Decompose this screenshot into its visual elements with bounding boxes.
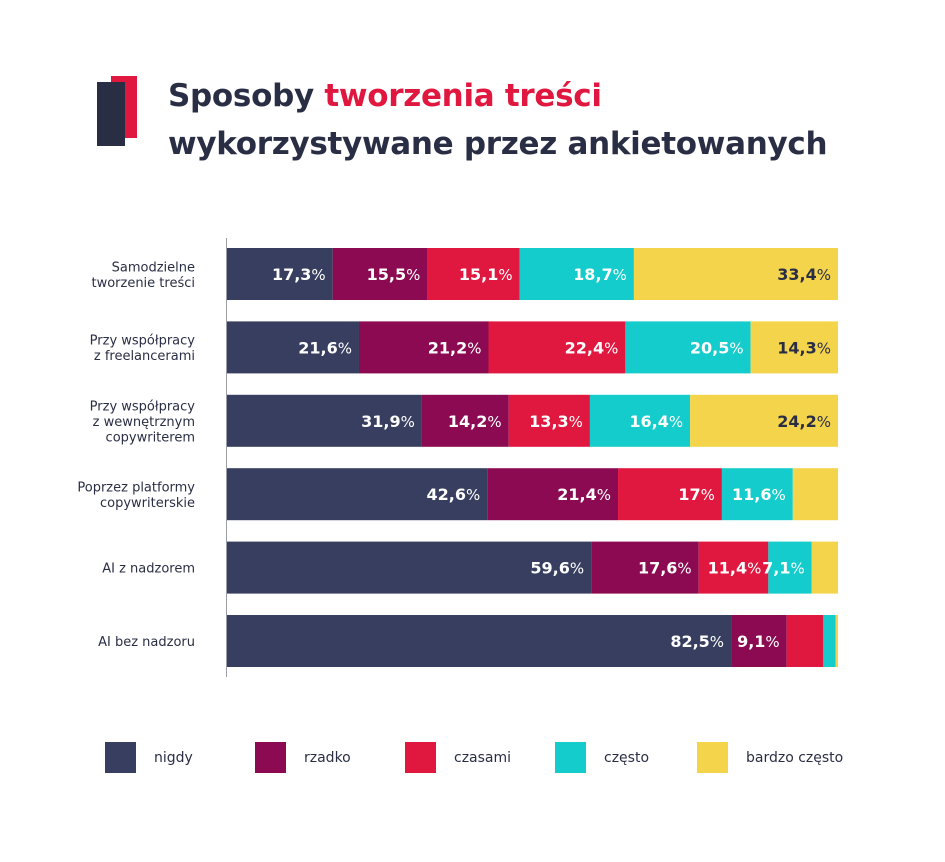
bar-segment-rzadko [332,248,428,300]
bar-segment-czasami [698,541,769,594]
category-label: Przy współpracy z freelancerami [90,334,196,365]
data-label: 33,4% [777,265,831,284]
data-label: 15,5% [367,265,421,284]
data-label: 14,2% [448,412,502,431]
data-label: 17,6% [638,559,692,578]
bar-segment-nigdy [227,248,333,300]
category-label-line: AI bez nadzoru [98,635,195,650]
category-label: AI bez nadzoru [98,635,195,650]
category-label-line: z freelancerami [94,349,195,364]
bar-segment-często [823,615,836,667]
data-label: 9,1% [737,632,780,651]
category-label: Poprzez platformy copywriterskie [77,480,195,511]
category-label-line: Przy współpracy [90,399,196,414]
category-label: Samodzielne tworzenie treści [91,260,195,291]
data-label: 11,4% [708,559,762,578]
bar-segment-czasami [508,394,590,447]
bar-segment-nigdy [227,394,422,447]
data-label: 24,2% [777,412,831,431]
bar-segment-często [721,468,793,521]
category-label-line: Poprzez platformy [77,480,195,495]
bar-segment-bardzo-często [792,468,838,521]
bar-segment-rzadko [421,394,509,447]
category-label-line: Przy współpracy [90,334,196,349]
category-label: AI z nadzorem [102,562,195,577]
legend-label: rzadko [304,749,351,766]
category-label-line: copywriterem [106,430,195,445]
category-label-line: AI z nadzorem [102,562,195,577]
legend-label: często [604,749,650,766]
bar-segment-często [519,248,634,300]
bar-segment-nigdy [227,615,732,667]
data-label: 21,6% [298,338,352,357]
data-label: 17,3% [272,265,326,284]
data-label: 59,6% [530,559,584,578]
data-label: 21,2% [428,338,482,357]
bar-segment-nigdy [227,321,359,374]
bar-segment-często [589,394,691,447]
legend-item-nigdy: nigdy [105,742,193,773]
bar-segment-bardzo-często [690,394,838,447]
bar-segment-bardzo-często [750,321,838,374]
bar-segment-nigdy [227,468,488,521]
bar-segment-często [625,321,751,374]
bar-segment-czasami [786,615,824,667]
data-label: 15,1% [459,265,513,284]
data-label: 18,7% [573,265,627,284]
data-label: 14,3% [777,338,831,357]
legend-item-czasami: czasami [405,742,511,773]
bar-segment-rzadko [591,541,699,594]
legend-swatch [405,742,436,773]
category-label-line: z wewnętrznym [93,415,195,430]
chart-title: Sposoby tworzenia treści wykorzystywane … [168,72,828,168]
data-label: 22,4% [565,338,619,357]
data-label: 21,4% [557,485,611,504]
data-label: 82,5% [670,632,724,651]
legend-item-często: często [555,742,649,773]
category-label-line: tworzenie treści [91,276,195,291]
legend-label: nigdy [154,749,193,766]
category-label: Przy współpracy z wewnętrznym copywriterem [90,399,196,445]
bar-segment-czasami [427,248,520,300]
legend-item-bardzo-często: bardzo często [697,742,843,773]
category-label-line: copywriterskie [100,496,195,511]
legend-label: bardzo często [746,749,844,766]
data-label: 16,4% [629,412,683,431]
category-label-line: Samodzielne [112,260,195,275]
bar-segment-bardzo-często [811,541,838,594]
title-accent: tworzenia treści [324,78,602,114]
legend-swatch [105,742,136,773]
title-line2: wykorzystywane przez ankietowanych [168,126,828,162]
data-label: 11,6% [732,485,786,504]
data-label: 17% [678,485,715,504]
bar-segment-rzadko [358,321,489,374]
bar-segment-rzadko [731,615,787,667]
logo-icon [97,76,137,146]
legend-swatch [697,742,728,773]
data-label: 7,1% [762,559,805,578]
bar-segment-bardzo-często [835,615,838,667]
data-label: 42,6% [427,485,481,504]
data-label: 13,3% [529,412,583,431]
legend-swatch [555,742,586,773]
bar-segment-często [768,541,812,594]
legend-label: czasami [454,749,512,766]
bar-segment-czasami [618,468,722,521]
legend-swatch [255,742,286,773]
data-label: 31,9% [361,412,415,431]
bar-segment-nigdy [227,541,592,594]
legend-item-rzadko: rzadko [255,742,351,773]
bar-segment-bardzo-często [633,248,838,300]
data-label: 20,5% [690,338,744,357]
bar-segment-czasami [488,321,626,374]
title-part1: Sposoby [168,78,325,114]
bar-segment-rzadko [487,468,619,521]
